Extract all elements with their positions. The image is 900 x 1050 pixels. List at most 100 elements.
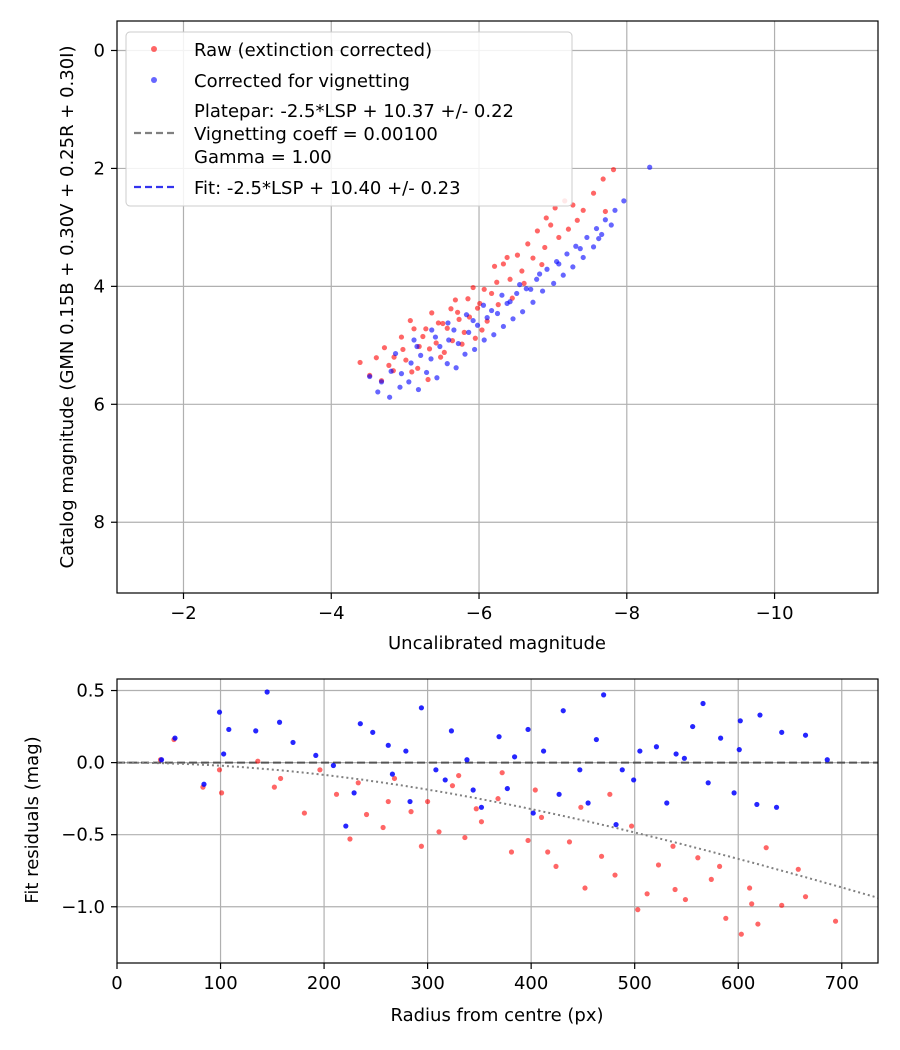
top-axes-frame [116, 20, 879, 594]
bottom-corrected-point-48 [530, 810, 536, 816]
top-panel: −2 −4 −6 −8 −10 0 2 4 6 8 Uncalibrated magnitude… [57, 20, 879, 654]
bottom-raw-point-50 [499, 770, 505, 776]
top-corrected-point-43 [520, 309, 526, 315]
top-raw-point-58 [500, 261, 507, 267]
top-raw-point-57 [470, 284, 476, 291]
top-corrected-point-24 [602, 217, 608, 223]
top-corrected-point-47 [560, 272, 566, 278]
top-raw-point-12 [481, 286, 487, 292]
top-corrected-point-51 [599, 231, 605, 238]
top-corrected-point-4 [408, 360, 414, 366]
top-raw-point-7 [440, 320, 446, 327]
top-raw-point-49 [455, 309, 461, 315]
top-corrected-point-56 [463, 312, 470, 318]
bottom-raw-point-18 [449, 783, 456, 789]
top-corrected-point-25 [612, 207, 618, 213]
top-corrected-point-8 [446, 337, 452, 343]
bottom-corrected-point-8 [276, 719, 283, 725]
top-raw-point-4 [420, 333, 426, 340]
top-raw-point-37 [472, 335, 478, 341]
top-raw-point-20 [552, 205, 558, 211]
bottom-raw-point-30 [628, 823, 635, 829]
bottom-raw-point-38 [738, 931, 744, 937]
bottom-raw-point-5 [255, 758, 261, 764]
top-corrected-point-57 [480, 302, 487, 308]
top-x-axis-label: Uncalibrated magnitude [388, 633, 606, 654]
bottom-corrected-point-50 [585, 800, 591, 806]
top-raw-point-39 [495, 302, 501, 308]
top-corrected-point-23 [593, 225, 600, 232]
bottom-raw-point-8 [301, 810, 308, 816]
top-corrected-point-6 [428, 356, 434, 362]
bottom-raw-point-28 [598, 853, 605, 859]
top-raw-point-64 [425, 376, 431, 383]
bottom-raw-point-21 [495, 796, 501, 802]
bottom-raw-point-6 [271, 784, 277, 790]
bottom-corrected-point-34 [690, 723, 696, 730]
top-corrected-point-45 [539, 288, 546, 294]
legend-raw-label: Raw (extinction corrected) [194, 40, 432, 61]
top-y-tick-label-4: 8 [94, 512, 105, 533]
bottom-raw-point-26 [566, 839, 573, 845]
bottom-x-tick-label-1: 100 [203, 973, 237, 994]
bottom-corrected-point-27 [577, 767, 583, 773]
top-corrected-point-60 [537, 271, 543, 277]
top-raw-point-47 [433, 340, 439, 346]
bottom-corrected-point-18 [433, 767, 439, 773]
bottom-corrected-point-15 [385, 742, 391, 748]
bottom-corrected-point-43 [389, 771, 396, 777]
top-raw-point-0 [373, 355, 379, 361]
legend-platepar-label-1: Platepar: -2.5*LSP + 10.37 +/- 0.22 [194, 101, 514, 122]
legend-raw-marker [151, 46, 157, 52]
bottom-raw-point-29 [612, 872, 618, 878]
bottom-corrected-point-23 [511, 754, 518, 760]
bottom-y-tick-label-0: 0.5 [76, 681, 105, 702]
bottom-corrected-point-17 [418, 705, 424, 711]
top-raw-point-19 [543, 215, 549, 221]
top-raw-point-34 [438, 354, 444, 360]
legend-corrected-marker [151, 77, 157, 83]
top-raw-point-16 [514, 252, 521, 258]
bottom-raw-point-51 [532, 787, 538, 793]
bottom-raw-point-37 [723, 915, 729, 921]
top-corrected-point-53 [411, 337, 417, 343]
top-raw-point-9 [456, 316, 462, 322]
top-raw-point-31 [403, 357, 409, 363]
top-raw-point-15 [504, 254, 510, 261]
legend: Raw (extinction corrected) Corrected for… [125, 31, 573, 207]
top-corrected-point-35 [444, 361, 450, 367]
bottom-raw-point-20 [478, 819, 485, 825]
bottom-raw-point-52 [545, 849, 551, 855]
bottom-corrected-point-36 [718, 735, 724, 741]
bottom-corrected-point-25 [540, 748, 547, 754]
bottom-raw-point-45 [347, 836, 353, 842]
top-corrected-point-39 [481, 337, 487, 343]
top-corrected-point-17 [534, 276, 540, 282]
bottom-raw-point-32 [655, 862, 662, 868]
bottom-corrected-point-32 [653, 744, 660, 750]
bottom-raw-point-9 [317, 767, 323, 773]
top-raw-point-44 [556, 234, 562, 241]
bottom-raw-point-49 [473, 806, 479, 812]
top-corrected-point-33 [423, 369, 430, 376]
bottom-corrected-point-54 [681, 755, 687, 761]
bottom-corrected-point-51 [613, 822, 619, 828]
bottom-x-tick-label-5: 500 [618, 973, 652, 994]
top-raw-point-14 [491, 263, 498, 269]
top-raw-point-6 [429, 310, 435, 316]
bottom-lines [117, 761, 878, 899]
bottom-raw-point-55 [635, 907, 641, 913]
bottom-corrected-point-20 [464, 757, 470, 763]
top-corrected-point-62 [577, 246, 583, 252]
bottom-y-tick-label-3: −1.0 [61, 897, 105, 918]
top-corrected-point-22 [584, 234, 590, 241]
bottom-y-ticks: 0.5 0.0 −0.5 −1.0 [61, 681, 117, 918]
bottom-x-ticks: 0 100 200 300 400 500 600 700 [111, 963, 859, 994]
bottom-raw-point-7 [277, 775, 284, 782]
bottom-corrected-point-6 [253, 728, 259, 734]
top-raw-point-32 [415, 365, 421, 371]
bottom-y-tick-label-2: −0.5 [61, 825, 105, 846]
bottom-raw-point-39 [747, 885, 753, 891]
top-raw-point-1 [381, 345, 388, 351]
bottom-y-axis-label: Fit residuals (mag) [22, 736, 43, 903]
